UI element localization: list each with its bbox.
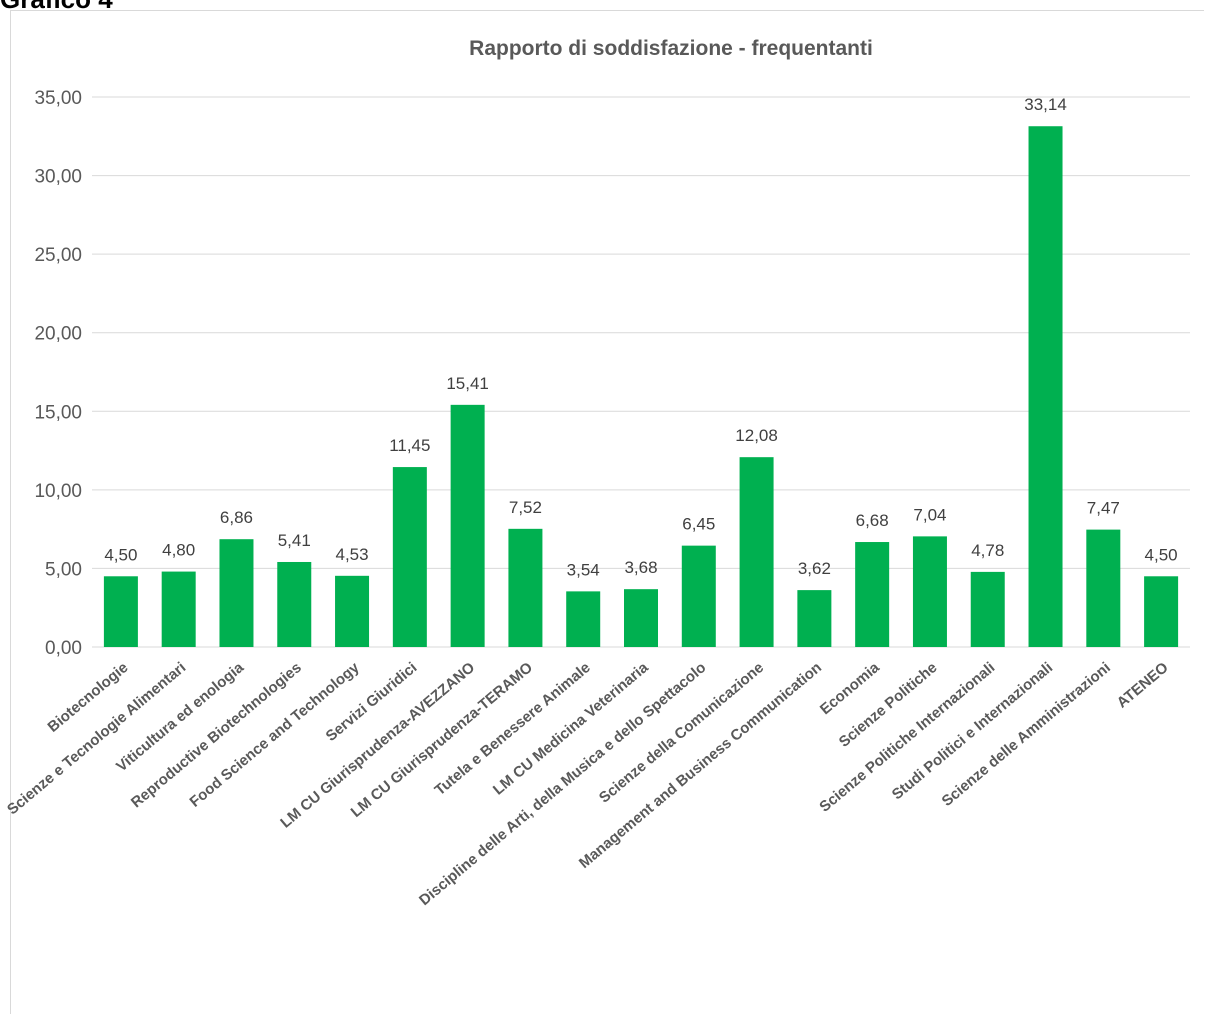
bar — [277, 561, 312, 647]
data-label: 4,53 — [336, 545, 369, 564]
data-label: 3,54 — [567, 560, 600, 579]
data-label: 12,08 — [735, 426, 778, 445]
y-tick-label: 35,00 — [34, 88, 82, 109]
bar — [335, 575, 370, 647]
data-label: 4,50 — [1145, 545, 1178, 564]
y-tick-label: 10,00 — [34, 481, 82, 502]
y-axis-ticks: 0,00 5,00 10,00 15,00 20,00 25,00 30,00 35,00 — [34, 88, 82, 659]
bars — [103, 126, 1179, 647]
gridlines — [92, 96, 1190, 648]
y-tick-label: 30,00 — [34, 167, 82, 188]
data-label: 33,14 — [1024, 95, 1067, 114]
bar — [219, 539, 254, 647]
y-tick-label: 20,00 — [34, 324, 82, 345]
bar — [450, 404, 485, 647]
chart-title: Rapporto di soddisfazione - frequentanti — [469, 37, 873, 60]
data-label: 4,50 — [104, 545, 137, 564]
data-label: 7,47 — [1087, 499, 1120, 518]
bar — [508, 528, 543, 647]
data-label: 4,80 — [162, 541, 195, 560]
data-label: 5,41 — [278, 531, 311, 550]
bar — [103, 576, 138, 647]
bar — [1144, 576, 1179, 647]
data-label: 11,45 — [389, 436, 430, 455]
data-label: 3,62 — [798, 559, 831, 578]
data-label: 15,41 — [446, 374, 489, 393]
data-label: 6,45 — [682, 515, 715, 534]
bar — [392, 467, 427, 647]
bar — [739, 457, 774, 647]
category-label: Scienze Politiche — [836, 659, 941, 751]
category-label: ATENEO — [1114, 659, 1172, 712]
data-label: 7,52 — [509, 498, 542, 517]
bar — [624, 589, 658, 647]
data-label: 3,68 — [624, 558, 657, 577]
data-label: 6,68 — [856, 511, 889, 530]
y-tick-label: 0,00 — [45, 638, 82, 659]
chart-frame — [10, 10, 1204, 1014]
bar — [566, 591, 601, 647]
bar — [970, 571, 1005, 647]
bar — [797, 590, 832, 647]
bar — [1028, 126, 1063, 647]
data-labels: 4,50 4,80 6,86 5,41 4,53 11,45 15,41 7,52 3,54 3,… — [104, 95, 1177, 579]
data-label: 7,04 — [913, 505, 946, 524]
bar — [855, 542, 890, 647]
bar — [1086, 529, 1121, 647]
bar — [681, 545, 716, 647]
bar — [912, 536, 947, 647]
y-tick-label: 5,00 — [45, 559, 82, 580]
data-label: 6,86 — [220, 508, 253, 527]
data-label: 4,78 — [971, 541, 1004, 560]
bar — [161, 571, 196, 647]
y-tick-label: 25,00 — [34, 245, 82, 266]
y-tick-label: 15,00 — [34, 402, 82, 423]
